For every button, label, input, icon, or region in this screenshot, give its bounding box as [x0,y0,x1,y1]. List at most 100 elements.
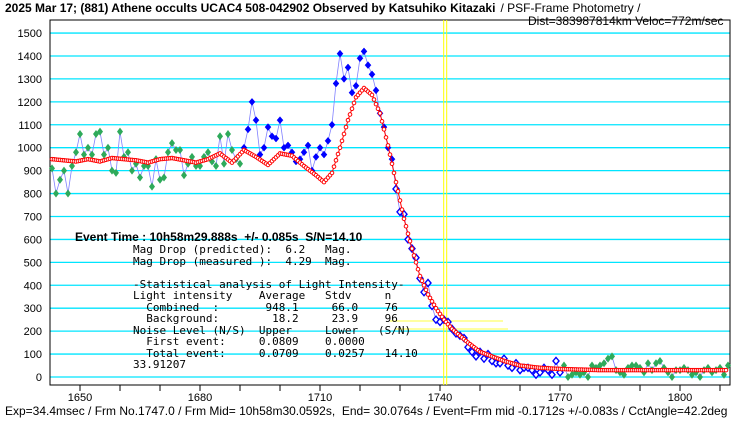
baseline-point [601,359,607,368]
event-point [248,97,256,106]
model-point [335,151,341,157]
model-point [397,198,403,203]
model-point [329,170,335,176]
model-point [415,266,421,272]
y-tick-label: 300 [24,303,42,315]
model-point [399,207,405,212]
baseline-point [57,175,63,184]
y-tick-label: 500 [24,257,42,269]
model-point [341,131,347,137]
model-point [333,158,339,163]
stat-line: Light intensity Average Stdv n [133,289,392,302]
model-point [421,282,427,288]
baseline-point [89,150,95,159]
event-point [352,81,360,90]
baseline-point [585,373,591,381]
baseline-point [81,150,87,159]
baseline-point [205,148,211,157]
model-point [417,273,423,279]
x-tick-label: 1650 [68,392,92,404]
event-point [356,54,364,63]
x-tick-label: 1770 [548,392,572,404]
model-point [407,238,413,244]
baseline-point [237,159,243,168]
baseline-point [137,173,143,182]
plot-frame [49,19,731,386]
model-point [723,367,729,373]
baseline-point [161,173,167,182]
y-tick-label: 900 [24,166,42,178]
y-tick-label: 0 [36,372,42,384]
baseline-point [65,189,71,198]
baseline-point [165,148,171,157]
baseline-point [61,166,67,175]
model-point [411,253,417,258]
model-point [377,111,383,116]
event-point [332,79,340,88]
event-point [508,363,516,373]
event-point [472,351,480,361]
model-point [369,92,375,98]
stat-line: Combined : 948.1 66.0 76 [133,300,398,314]
event-point [328,120,336,129]
model-point [371,97,377,102]
model-point [383,135,389,140]
event-point [548,370,556,380]
model-point [339,138,345,144]
model-point [403,223,409,229]
baseline-point [725,361,731,370]
y-tick-label: 1200 [18,97,42,109]
model-point [395,188,401,194]
model-point [425,292,431,297]
model-point [413,260,419,265]
event-point [372,86,380,95]
event-point [300,148,308,157]
baseline-point [609,352,615,361]
baseline-point [97,127,103,136]
x-tick-label: 1710 [308,392,332,404]
baseline-point [221,159,227,168]
photometry-method: / PSF-Frame Photometry / [500,1,641,15]
model-point [381,127,387,132]
event-point [552,356,560,366]
y-tick-label: 1500 [18,28,42,40]
model-point [431,302,437,308]
baseline-point [149,182,155,191]
baseline-point [213,162,219,171]
baseline-point [669,373,675,381]
baseline-point [217,132,223,141]
model-point [401,216,407,222]
model-point [343,124,349,130]
y-tick-label: 700 [24,211,42,223]
baseline-point [721,370,727,379]
model-point [375,106,381,112]
event-point [252,116,260,125]
y-tick-label: 1100 [18,120,42,132]
model-point [389,161,395,167]
baseline-point [645,359,651,368]
event-point [316,143,324,152]
x-tick-label: 1680 [188,392,212,404]
baseline-point [657,356,663,365]
baseline-point [629,361,635,370]
baseline-point [53,189,59,198]
y-tick-label: 800 [24,189,42,201]
event-point [368,70,376,79]
model-point [393,179,399,185]
baseline-point [49,164,55,173]
distance-velocity: Dist=383987814km Veloc=772m/sec [528,14,724,28]
event-point [272,134,280,143]
event-point [304,141,312,150]
model-point [409,246,415,251]
baseline-point [77,129,83,138]
y-tick-label: 100 [24,349,42,361]
event-point [360,47,368,56]
y-tick-label: 1300 [18,74,42,86]
stat-line: Noise Level (N/S) Upper Lower (S/N) [133,323,412,337]
baseline-point [125,148,131,157]
event-point [324,136,332,145]
model-point [337,145,343,150]
model-point [387,152,393,157]
chart-title: 2025 Mar 17; (881) Athene occults UCAC4 … [5,1,496,15]
event-time: Event Time : 10h58m29.888s +/- 0.085s S/… [75,230,363,244]
